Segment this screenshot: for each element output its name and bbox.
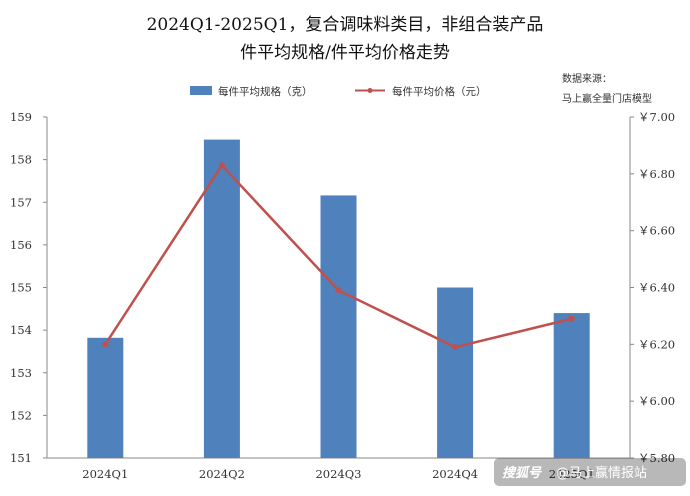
source-name: 马上赢全量门店模型	[562, 92, 652, 105]
watermark: 搜狐号 @马上赢情报站	[494, 458, 686, 486]
watermark-logo-text: 搜狐号	[502, 465, 542, 481]
chart-title-line2: 件平均规格/件平均价格走势	[240, 43, 450, 63]
y-left-tick-label: 158	[10, 153, 32, 167]
price-point-2025Q1	[568, 315, 575, 322]
y-left-tick-label: 155	[10, 281, 32, 295]
x-tick-label: 2024Q2	[199, 467, 245, 481]
x-tick-label: 2024Q1	[82, 467, 128, 481]
bar-2025Q1	[553, 313, 590, 458]
price-point-2024Q3	[335, 287, 342, 294]
y-left-tick-label: 157	[10, 195, 32, 209]
legend-swatch-marker	[367, 88, 373, 93]
y-left-tick-label: 151	[10, 451, 32, 465]
watermark-account: @马上赢情报站	[556, 465, 647, 481]
y-left-tick-label: 154	[10, 323, 32, 337]
y-right-tick-label: ￥6.60	[638, 224, 675, 238]
price-point-2024Q2	[218, 162, 225, 169]
price-point-2024Q4	[452, 344, 459, 351]
y-right-tick-label: ￥7.00	[638, 110, 675, 124]
legend-label-bar: 每件平均规格（克）	[218, 85, 313, 98]
x-tick-label: 2024Q3	[315, 467, 361, 481]
watermark-backdrop	[494, 458, 686, 486]
y-right-tick-label: ￥6.20	[638, 337, 675, 351]
y-right-tick-label: ￥5.80	[638, 451, 675, 465]
y-right-tick-label: ￥6.80	[638, 167, 675, 181]
y-right-tick-label: ￥6.40	[638, 281, 675, 295]
x-tick-label: 2024Q4	[432, 467, 478, 481]
legend-swatch-bar	[190, 86, 212, 95]
legend: 每件平均规格（克） 每件平均价格（元）	[190, 85, 487, 98]
chart-title-line1: 2024Q1-2025Q1，复合调味料类目，非组合装产品	[147, 15, 544, 35]
source-label: 数据来源：	[562, 72, 612, 85]
legend-label-line: 每件平均价格（元）	[392, 85, 487, 98]
y-left-tick-label: 153	[10, 366, 32, 380]
bar-2024Q4	[437, 287, 474, 458]
bar-2024Q2	[203, 139, 240, 458]
y-left-tick-label: 156	[10, 238, 32, 252]
price-point-2024Q1	[102, 341, 109, 348]
y-left-tick-label: 152	[10, 408, 32, 422]
x-tick-label: 2025Q1	[549, 467, 595, 481]
y-left-tick-label: 159	[10, 110, 32, 124]
bar-2024Q1	[87, 337, 124, 458]
y-right-tick-label: ￥6.00	[638, 394, 675, 408]
bar-2024Q3	[320, 195, 357, 458]
plot-area: 151 152 153 154 155 156 157 158 159 ￥5.80 ￥6.00 ￥6.…	[10, 110, 675, 481]
